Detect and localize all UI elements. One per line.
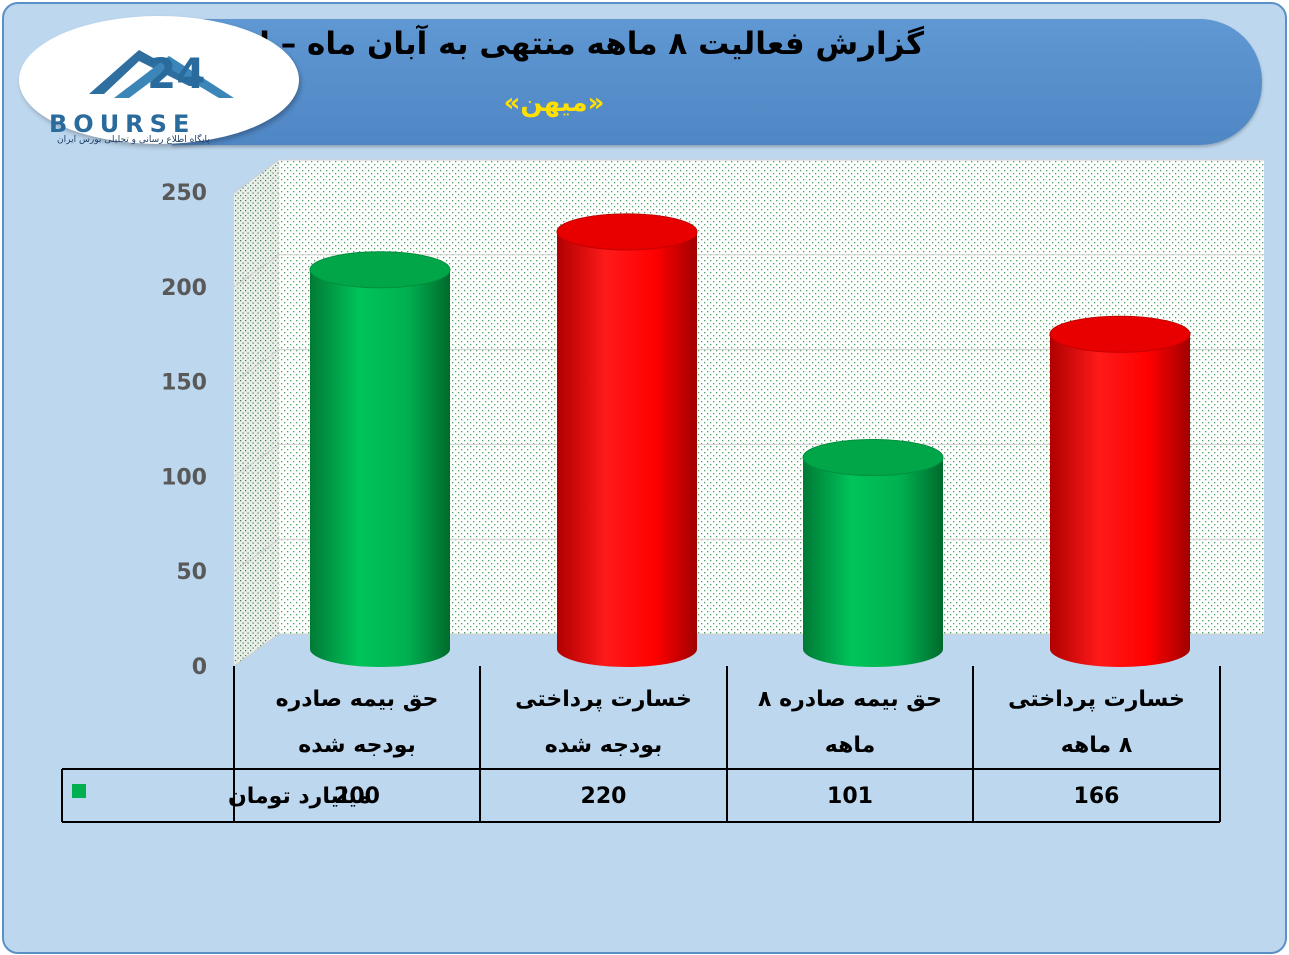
bar [309, 251, 451, 667]
gridline-side [233, 538, 280, 572]
y-tick-label: 50 [176, 560, 207, 585]
bar-top [802, 439, 944, 477]
bar-body [1050, 334, 1190, 667]
logo: 24 BOURSE پایگاه اطلاع رسانی و تحلیلی بو… [19, 16, 299, 145]
category-label: ماهه [825, 733, 875, 758]
data-table: حق بیمه صادره بودجه شده خسارت پرداختی بودجه… [61, 666, 1221, 823]
category-label: خسارت پرداختی [1008, 687, 1185, 712]
logo-wordmark: BOURSE [49, 110, 196, 138]
category-label: ۸ ماهه [1061, 733, 1133, 758]
gridline-side [233, 633, 280, 667]
bar-body [310, 269, 450, 667]
bar-chart: 0 50 100 150 200 250 حق بیمه صادره بودجه شده خس… [61, 159, 1264, 823]
plot-side-wall [234, 160, 279, 666]
y-tick-label: 100 [161, 465, 207, 490]
category-label: حق بیمه صادره [276, 687, 439, 712]
page-subtitle: «میهن» [503, 88, 605, 118]
data-table-value: 220 [581, 784, 627, 809]
y-axis-ticks: 0 50 100 150 200 250 [161, 181, 207, 680]
bar-body [557, 231, 697, 667]
svg-text:24: 24 [147, 49, 205, 98]
category-label: حق بیمه صادره ۸ [758, 687, 942, 712]
category-label: بودجه شده [545, 733, 663, 758]
bar-top [556, 213, 698, 251]
y-tick-label: 0 [192, 655, 207, 680]
y-tick-label: 150 [161, 371, 207, 396]
data-table-value: 200 [334, 784, 380, 809]
logo-mark-icon: 24 [89, 49, 234, 98]
category-label: بودجه شده [298, 733, 416, 758]
gridline-side [233, 159, 280, 193]
bar [556, 213, 698, 667]
header-banner [172, 19, 1262, 145]
data-table-value: 101 [827, 784, 873, 809]
bar-top [1049, 315, 1191, 353]
category-label: خسارت پرداختی [515, 687, 692, 712]
bar [1049, 315, 1191, 667]
gridline-side [233, 443, 280, 477]
gridline-side [233, 254, 280, 288]
bar-body [803, 457, 943, 667]
legend-label: میلیارد تومان [228, 784, 371, 809]
gridline-side [233, 349, 280, 383]
legend-key [72, 784, 86, 798]
y-tick-label: 250 [161, 181, 207, 206]
data-table-value: 166 [1074, 784, 1120, 809]
bar-top [309, 251, 451, 289]
y-tick-label: 200 [161, 276, 207, 301]
logo-tagline: پایگاه اطلاع رسانی و تحلیلی بورس ایران [57, 135, 210, 145]
bar [802, 439, 944, 667]
bars [309, 213, 1191, 667]
